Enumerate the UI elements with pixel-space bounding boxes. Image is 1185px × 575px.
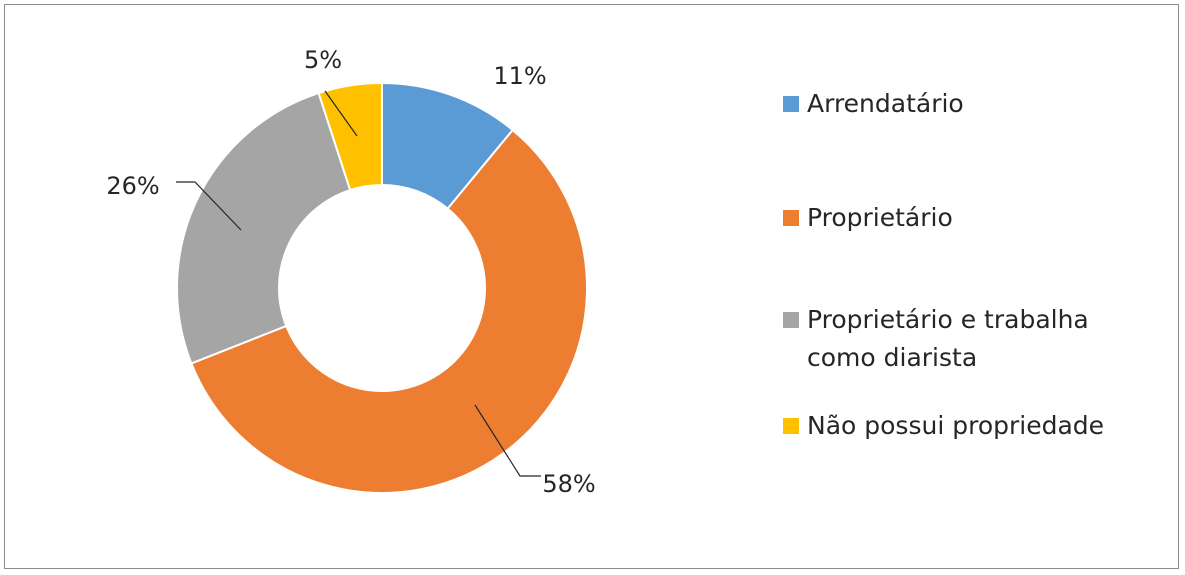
legend-swatch-nao-possui — [783, 418, 799, 434]
legend-label-nao-possui: Não possui propriedade — [807, 411, 1105, 440]
legend-item-proprietario: Proprietário — [783, 199, 1147, 237]
legend-swatch-proprietario-diarista — [783, 312, 799, 328]
donut-chart: 11% 58% 26% 5% — [106, 46, 595, 498]
legend-swatch-arrendatario — [783, 96, 799, 112]
legend-item-proprietario-diarista: Proprietário e trabalha como diarista — [783, 301, 1147, 377]
donut-slice-1 — [190, 128, 588, 494]
data-label-2: 26% — [106, 172, 159, 200]
legend-item-arrendatario: Arrendatário — [783, 85, 1147, 123]
donut-slice-2 — [176, 91, 352, 365]
data-label-1: 58% — [542, 470, 595, 498]
leader-line-1 — [474, 404, 541, 477]
legend-label-arrendatario: Arrendatário — [807, 89, 964, 118]
legend-swatch-proprietario — [783, 210, 799, 226]
leader-line-3 — [324, 90, 358, 137]
legend-label-proprietario: Proprietário — [807, 203, 953, 232]
donut-slice-3 — [317, 81, 383, 192]
leader-line-2 — [176, 181, 242, 231]
legend-item-nao-possui: Não possui propriedade — [783, 407, 1147, 445]
chart-area: 11% 58% 26% 5% Arrendatário Proprietário Pr… — [4, 4, 1179, 569]
data-label-3: 5% — [304, 46, 342, 74]
legend-label-proprietario-diarista: Proprietário e trabalha como diarista — [807, 305, 1089, 372]
data-label-0: 11% — [493, 62, 546, 90]
